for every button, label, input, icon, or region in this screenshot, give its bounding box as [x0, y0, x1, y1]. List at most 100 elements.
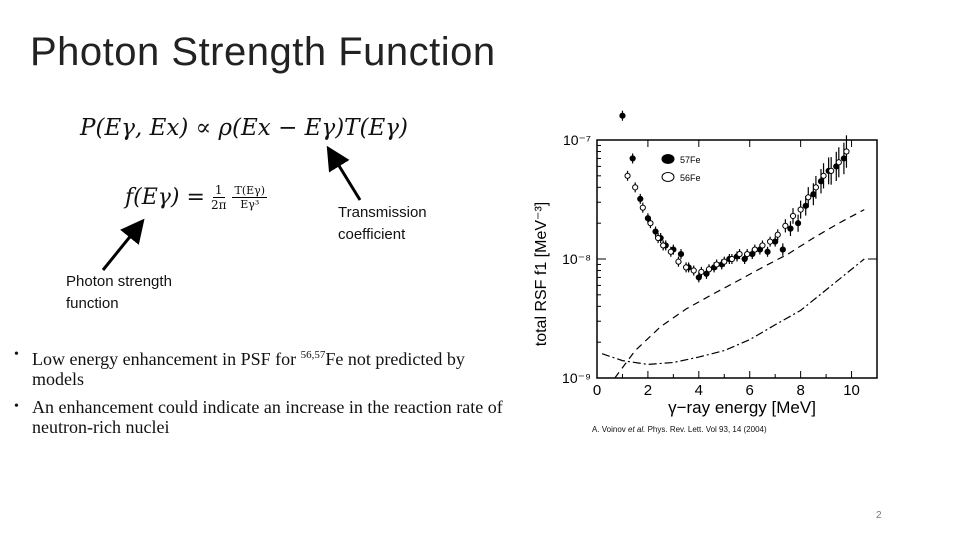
data-point-57fe [637, 195, 644, 202]
dash-dot-model-curve [601, 258, 865, 366]
legend-marker-57fe [661, 154, 675, 164]
data-point-56fe [835, 159, 842, 166]
psf-equation: f(Eγ) = 1 2π T(Eγ) Eγ³ [125, 183, 268, 212]
psf-fraction-transmission: T(Eγ) Eγ³ [232, 184, 268, 211]
citation-etal: et al. [628, 425, 646, 434]
bullet-dot: • [14, 399, 19, 414]
data-point-56fe [828, 167, 835, 174]
data-point-56fe [667, 248, 674, 255]
data-point-56fe [736, 250, 743, 258]
transmission-arrow [326, 145, 362, 201]
data-point-57fe [629, 155, 636, 162]
data-point-56fe [713, 261, 720, 268]
transmission-label-line1: Transmission [338, 204, 427, 221]
data-point-56fe [744, 250, 751, 258]
x-axis-label: γ−ray energy [MeV] [668, 398, 816, 417]
y-tick-label: 10⁻⁸ [562, 251, 591, 267]
y-tick-label: 10⁻⁹ [562, 370, 591, 386]
data-point-56fe [759, 242, 766, 249]
data-point-56fe [789, 212, 797, 220]
bullet-item: • An enhancement could indicate an incre… [14, 397, 514, 437]
data-point-57fe [772, 238, 779, 245]
citation: A. Voinov et al. Phys. Rev. Lett. Vol 93… [592, 425, 767, 434]
data-point-57fe [817, 178, 825, 185]
citation-journal: Phys. Rev. Lett. Vol 93, 14 (2004) [645, 425, 767, 434]
bullet-text-pre: An enhancement could indicate an increas… [32, 397, 503, 437]
x-tick-label: 6 [746, 382, 754, 399]
slide-title: Photon Strength Function [30, 30, 496, 74]
psf-label: Photon strength function [66, 271, 172, 315]
data-point-56fe [698, 268, 705, 275]
data-point-56fe [624, 172, 631, 179]
data-point-56fe [639, 204, 646, 211]
x-tick-label: 8 [796, 382, 804, 399]
x-tick-label: 4 [695, 382, 703, 399]
data-point-56fe [654, 234, 662, 242]
data-point-56fe [805, 194, 812, 201]
bullet-dot: • [14, 347, 19, 362]
data-point-56fe [766, 238, 774, 245]
data-point-56fe [797, 206, 804, 213]
data-point-56fe [820, 172, 827, 179]
bullet-text-post: Fe not predicted by models [32, 349, 465, 389]
psf-fraction-constant-num: 1 [212, 183, 225, 198]
psf-equation-lhs: f(Eγ) = [125, 185, 205, 210]
data-point-57fe [802, 202, 809, 209]
data-point-56fe [812, 184, 820, 191]
psf-fraction-constant-den: 2π [210, 198, 227, 212]
data-point-56fe [721, 258, 728, 265]
y-tick-label: 10⁻⁷ [563, 132, 591, 148]
bullet-text: Low energy enhancement in PSF for 56,57F… [32, 345, 514, 389]
data-point-56fe [705, 266, 713, 273]
data-point-56fe [774, 231, 781, 238]
bullet-text: An enhancement could indicate an increas… [32, 397, 514, 437]
data-point-56fe [751, 246, 758, 253]
data-point-57fe [787, 225, 794, 232]
x-tick-label: 0 [593, 382, 601, 399]
bullet-list: • Low energy enhancement in PSF for 56,5… [14, 345, 514, 445]
data-point-57fe [810, 191, 817, 198]
data-point-56fe [690, 267, 697, 274]
psf-fraction-transmission-den: Eγ³ [240, 198, 260, 211]
legend-label: 57Fe [680, 155, 701, 165]
data-point-56fe [647, 220, 654, 227]
transmission-label: Transmission coefficient [338, 202, 427, 246]
data-point-56fe [728, 255, 736, 263]
data-point-57fe [695, 274, 702, 281]
psf-arrow [101, 218, 145, 271]
data-point-57fe [741, 255, 748, 263]
legend-label: 56Fe [680, 173, 701, 183]
data-point-57fe [779, 246, 786, 253]
data-point-56fe [843, 148, 850, 155]
data-point-57fe [652, 228, 659, 235]
y-axis-label: total RSF f1 [MeV⁻³] [533, 202, 550, 346]
data-point-56fe [632, 184, 639, 191]
psf-fraction-constant: 1 2π [211, 183, 227, 212]
bullet-item: • Low energy enhancement in PSF for 56,5… [14, 345, 514, 389]
data-point-57fe [840, 155, 848, 162]
data-point-57fe [677, 250, 685, 258]
data-point-57fe [619, 112, 626, 119]
psf-label-line1: Photon strength [66, 273, 172, 290]
psf-fraction-transmission-num: T(Eγ) [232, 184, 268, 198]
dashed-model-curve [614, 209, 865, 379]
data-point-56fe [675, 258, 682, 265]
bullet-text-pre: Low energy enhancement in PSF for [32, 349, 301, 369]
data-point-56fe [782, 222, 789, 229]
x-tick-label: 10 [843, 382, 860, 399]
data-point-56fe [682, 264, 690, 271]
data-point-57fe [644, 215, 652, 222]
x-tick-label: 2 [644, 382, 652, 399]
data-point-57fe [764, 248, 771, 255]
psf-label-line2: function [66, 295, 119, 312]
data-point-57fe [794, 220, 802, 227]
page-number: 2 [876, 510, 882, 521]
proportionality-equation: P(Eγ, Ex) ∝ ρ(Ex − Eγ)T(Eγ) [80, 115, 409, 141]
data-point-56fe [660, 242, 667, 249]
legend-marker-56fe [661, 172, 675, 182]
citation-authors: A. Voinov [592, 425, 629, 434]
transmission-label-line2: coefficient [338, 226, 406, 243]
bullet-superscript: 56,57 [300, 349, 326, 361]
